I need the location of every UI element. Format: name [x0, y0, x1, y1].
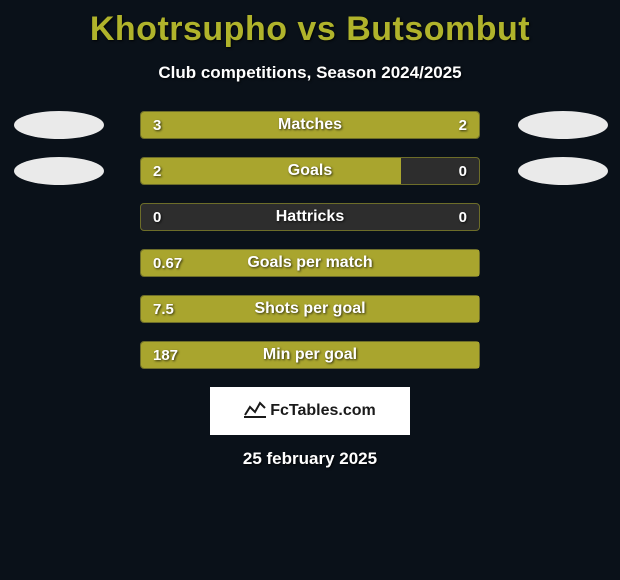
stat-row: 187Min per goal: [0, 341, 620, 369]
stat-bar-track: 0.67Goals per match: [140, 249, 480, 277]
stat-row: 20Goals: [0, 157, 620, 185]
stat-bar-left: [141, 296, 479, 322]
stat-row: 0 0Hattricks: [0, 203, 620, 231]
player-avatar-right: [518, 157, 608, 185]
stat-bar-track: 187Min per goal: [140, 341, 480, 369]
stat-bar-left: [141, 342, 479, 368]
stat-row: 0.67Goals per match: [0, 249, 620, 277]
player-avatar-left: [14, 111, 104, 139]
stat-value-right: 0: [459, 158, 467, 184]
brand-icon: [244, 400, 266, 423]
stat-bar-track: 32Matches: [140, 111, 480, 139]
stat-bar-track: 20Goals: [140, 157, 480, 185]
brand-text: FcTables.com: [270, 402, 376, 420]
stat-bar-right: [344, 112, 479, 138]
brand-box: FcTables.com: [210, 387, 410, 435]
date-label: 25 february 2025: [0, 449, 620, 469]
stat-value-left: 0: [153, 204, 161, 230]
stat-bar-left: [141, 158, 401, 184]
stat-value-right: 0: [459, 204, 467, 230]
stat-row: 32Matches: [0, 111, 620, 139]
stat-bar-left: [141, 250, 479, 276]
stat-bar-left: [141, 112, 344, 138]
player-avatar-right: [518, 111, 608, 139]
stat-label: Hattricks: [141, 204, 479, 230]
page-title: Khotrsupho vs Butsombut: [0, 0, 620, 49]
player-avatar-left: [14, 157, 104, 185]
stat-bar-track: 0 0Hattricks: [140, 203, 480, 231]
stat-row: 7.5Shots per goal: [0, 295, 620, 323]
stats-container: 32Matches20Goals00Hattricks0.67Goals per…: [0, 111, 620, 369]
stat-bar-track: 7.5Shots per goal: [140, 295, 480, 323]
subtitle: Club competitions, Season 2024/2025: [0, 63, 620, 83]
